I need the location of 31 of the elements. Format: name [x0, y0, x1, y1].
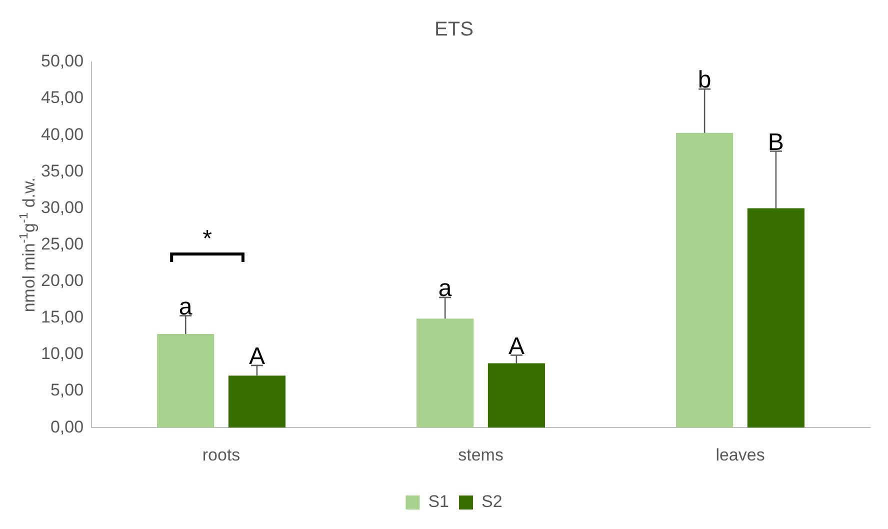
y-tick-label: 15,00 [40, 308, 84, 327]
y-tick-label: 10,00 [40, 344, 84, 364]
data-label: b [698, 66, 712, 94]
data-label: a [178, 293, 193, 320]
x-tick-label: roots [202, 445, 240, 464]
chart-title: ETS [434, 18, 474, 41]
data-label: A [508, 332, 524, 360]
bar [676, 132, 734, 428]
data-label: B [768, 128, 784, 156]
bar [157, 334, 214, 428]
y-tick-label: 30,00 [40, 198, 84, 217]
annotation: * [202, 226, 212, 253]
legend-label: S2 [482, 492, 502, 512]
y-tick-label: 0,00 [50, 417, 84, 436]
bar [416, 318, 474, 428]
y-tick-label: 45,00 [40, 88, 84, 108]
legend-label: S1 [428, 492, 450, 512]
bar [228, 376, 286, 428]
y-tick-label: 25,00 [40, 234, 84, 254]
data-label: A [248, 343, 265, 370]
y-tick-label: 35,00 [40, 161, 84, 180]
bar [488, 363, 545, 428]
x-tick-label: stems [458, 445, 504, 464]
y-tick-label: 5,00 [50, 380, 84, 400]
y-tick-label: 40,00 [40, 124, 84, 144]
bar [747, 208, 804, 428]
data-label: a [438, 275, 452, 302]
y-tick-label: 20,00 [40, 271, 84, 290]
y-axis-title: nmol min-1g-1 d.w. [16, 177, 39, 312]
y-tick-label: 50,00 [40, 52, 84, 71]
x-tick-label: leaves [716, 445, 765, 464]
